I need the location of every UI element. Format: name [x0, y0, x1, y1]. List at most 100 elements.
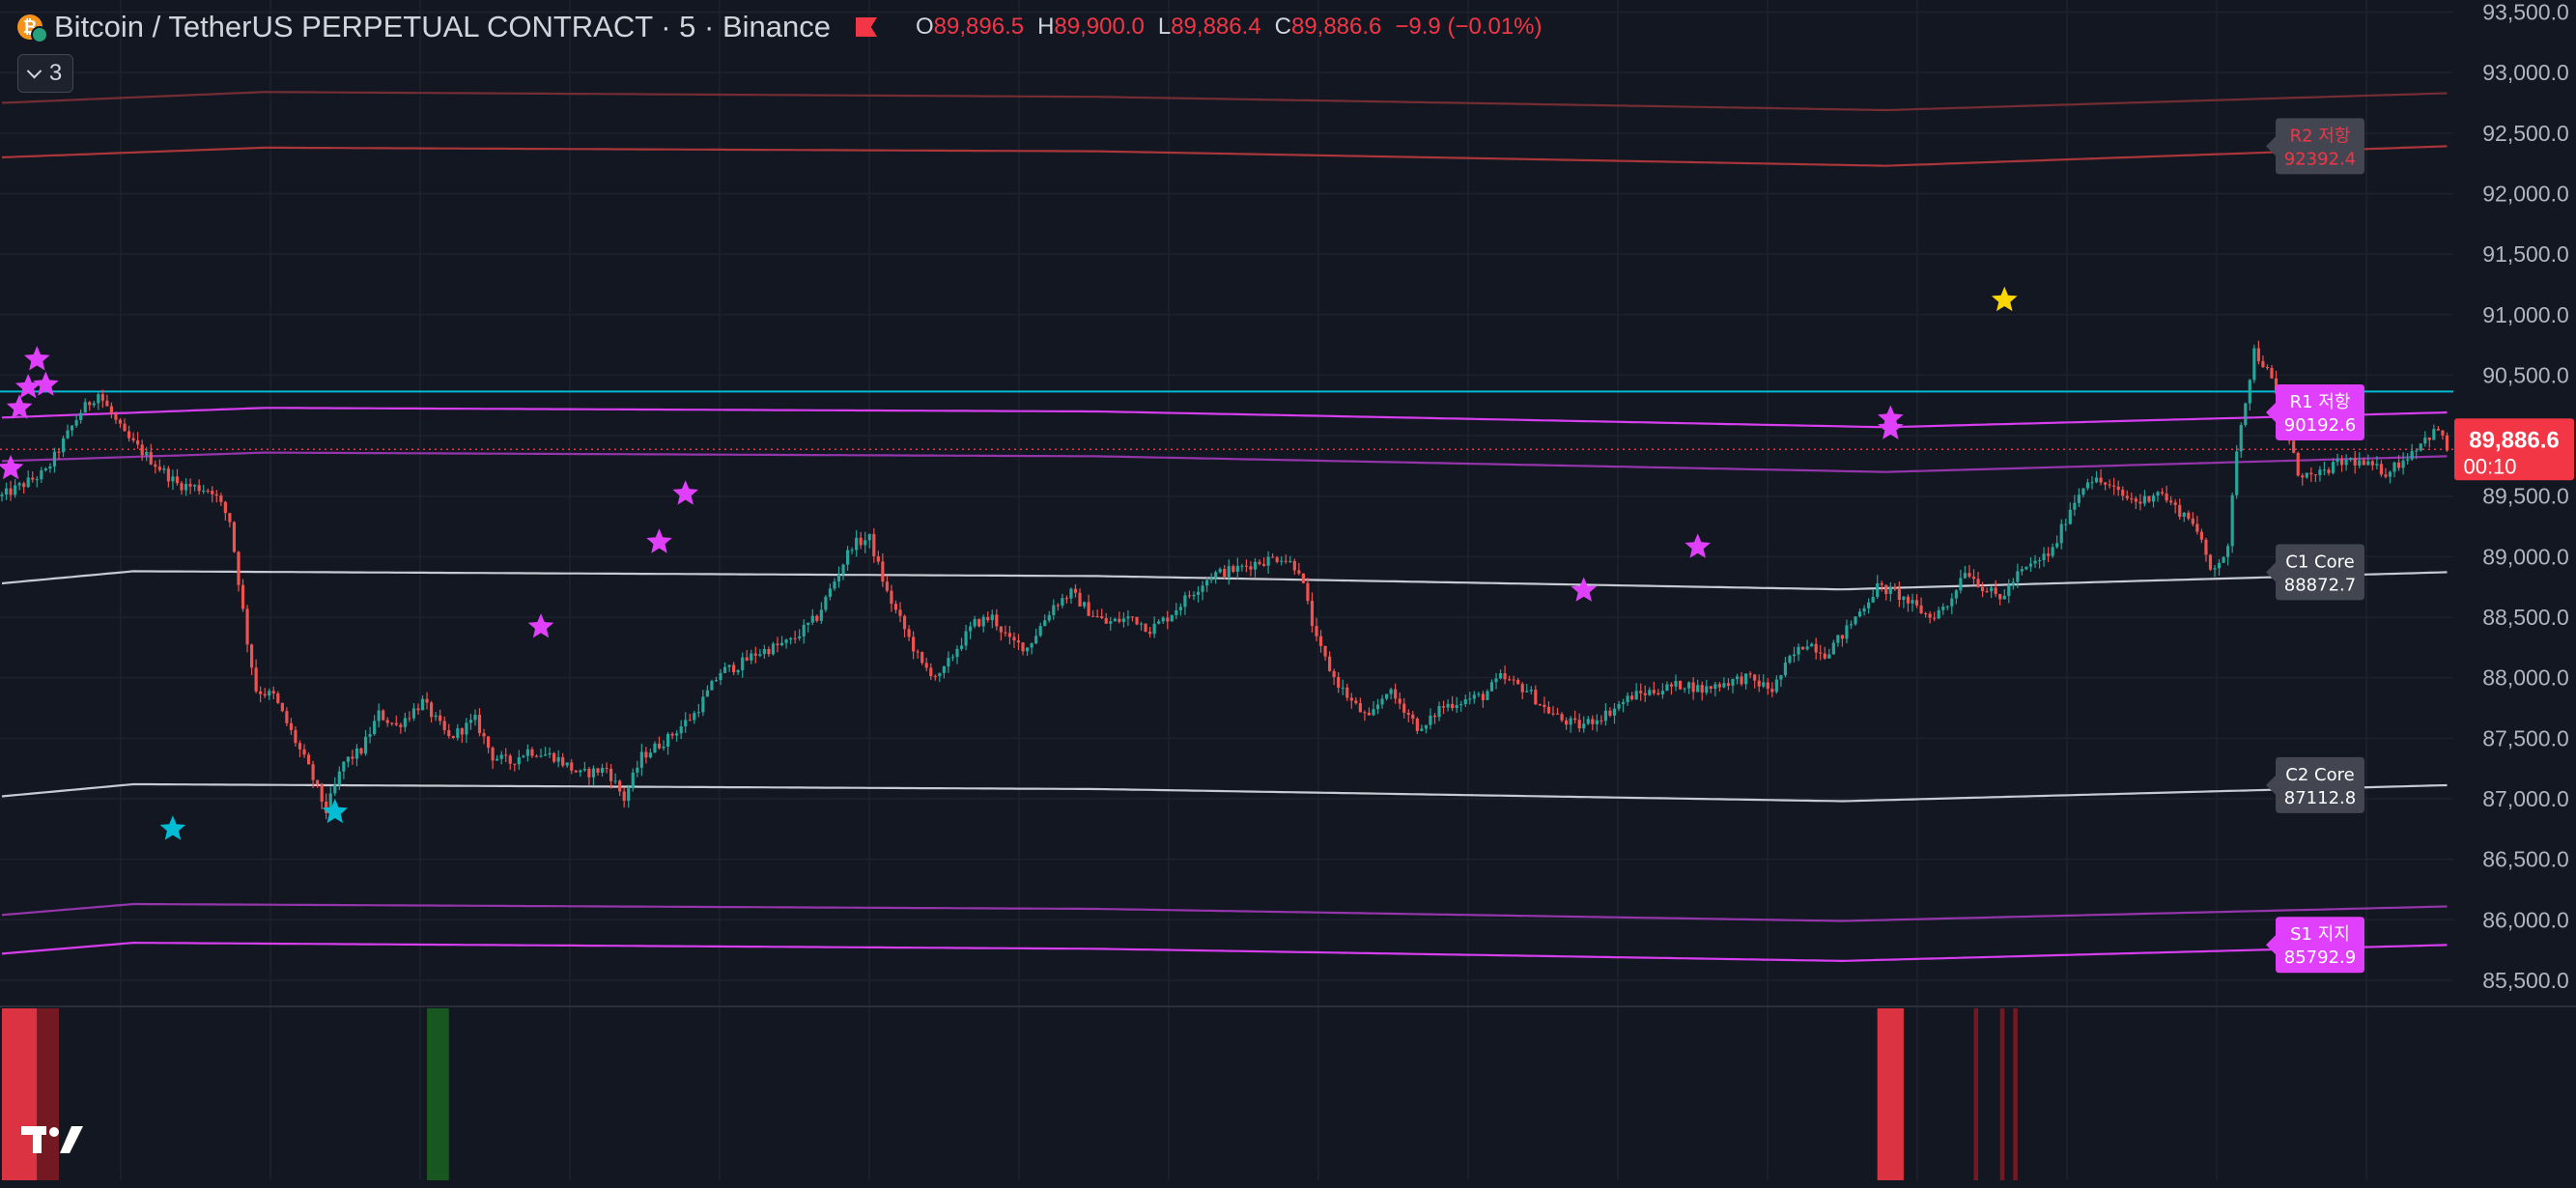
- candle-body: [420, 698, 425, 711]
- candle-body: [1980, 586, 1985, 592]
- candle-body: [2213, 568, 2217, 570]
- level-tag-box: [2266, 118, 2364, 175]
- candle-body: [328, 793, 332, 813]
- candle-body: [35, 479, 39, 481]
- candle-body: [2077, 495, 2081, 503]
- candle-body: [1792, 654, 1797, 657]
- candle-body: [824, 596, 828, 610]
- candle-body: [636, 767, 639, 773]
- price-axis-tick: 87,000.0: [2482, 786, 2569, 811]
- price-axis: 93,500.0 93,000.0 92,500.0 92,000.0 91,500.0…: [2454, 0, 2574, 993]
- candle-body: [1030, 643, 1033, 648]
- candle-body: [399, 724, 403, 727]
- signal-star: [322, 798, 349, 824]
- candle-body: [2296, 452, 2300, 476]
- candle-body: [1328, 656, 1332, 671]
- level-tag-value: 87112.8: [2284, 788, 2356, 808]
- bar-countdown: 00:10: [2463, 454, 2516, 478]
- candle-body: [268, 691, 271, 696]
- candle-body: [1004, 632, 1007, 634]
- price-axis-tick: 92,000.0: [2482, 181, 2569, 206]
- candle-body: [802, 625, 806, 636]
- candle-body: [929, 667, 933, 677]
- candle-body: [618, 780, 622, 792]
- candle-body: [732, 665, 736, 673]
- candle-body: [1354, 700, 1358, 704]
- candle-body: [2073, 502, 2077, 510]
- candle-body: [1950, 598, 1954, 607]
- candle-body: [495, 758, 499, 761]
- level-tag-label: C1 Core: [2285, 552, 2354, 572]
- indicator-count: 3: [48, 60, 63, 86]
- candles: [0, 340, 2449, 820]
- candle-body: [70, 425, 74, 431]
- candle-body: [513, 763, 517, 765]
- sub-panel: [2, 1008, 2018, 1180]
- candle-body: [1709, 686, 1713, 690]
- candle-body: [2116, 486, 2120, 491]
- candle-body: [1052, 605, 1056, 615]
- candle-body: [2217, 562, 2222, 569]
- candle-body: [100, 394, 104, 401]
- candle-body: [1240, 565, 1244, 567]
- candle-body: [504, 754, 508, 756]
- tradingview-logo[interactable]: [21, 1122, 85, 1157]
- candle-body: [74, 419, 78, 426]
- candle-body: [1078, 592, 1082, 607]
- candle-body: [653, 743, 657, 753]
- candle-body: [171, 476, 175, 482]
- candle-body: [1985, 591, 1989, 593]
- candle-body: [1687, 682, 1691, 689]
- candle-body: [2165, 493, 2168, 501]
- candle-body: [1429, 715, 1432, 725]
- candle-body: [22, 483, 26, 488]
- candle-body: [679, 726, 683, 734]
- candle-body: [1840, 635, 1844, 639]
- candle-body: [2191, 518, 2194, 524]
- candle-body: [2020, 569, 2024, 572]
- candle-body: [241, 584, 245, 609]
- candle-body: [1854, 616, 1857, 625]
- candle-body: [1494, 678, 1498, 683]
- candle-body: [57, 451, 61, 453]
- candle-body: [2156, 492, 2160, 496]
- level-tag-label: R2 저항: [2290, 126, 2351, 146]
- candle-body: [539, 755, 543, 757]
- candle-body: [1555, 713, 1560, 715]
- candle-body: [1862, 608, 1866, 612]
- close-value: 89,886.6: [1290, 14, 1382, 40]
- candle-body: [166, 468, 170, 482]
- candle-body: [1827, 654, 1831, 659]
- candle-body: [1472, 694, 1476, 699]
- candle-body: [1990, 587, 1994, 592]
- candle-body: [1560, 714, 1564, 721]
- indicators-toggle-button[interactable]: 3: [17, 54, 73, 93]
- candle-body: [2301, 475, 2305, 478]
- price-axis-tick: 88,500.0: [2482, 605, 2569, 630]
- candle-body: [1924, 612, 1928, 614]
- candle-body: [1608, 710, 1612, 716]
- candle-body: [1770, 689, 1774, 693]
- candle-body: [828, 588, 833, 597]
- candle-body: [2160, 492, 2165, 494]
- candle-body: [1766, 682, 1769, 690]
- candle-body: [907, 629, 911, 637]
- candle-body: [4, 488, 9, 495]
- candle-body: [2327, 469, 2331, 473]
- candle-body: [995, 614, 999, 627]
- candle-body: [2379, 464, 2384, 475]
- signal-stars: [0, 286, 2018, 840]
- candle-body: [2375, 464, 2379, 466]
- candle-body: [613, 780, 617, 782]
- symbol-title[interactable]: Bitcoin / TetherUS PERPETUAL CONTRACT · …: [54, 10, 831, 43]
- candle-body: [771, 643, 776, 655]
- candle-body: [1538, 704, 1542, 706]
- level-line: [1, 941, 2448, 963]
- candle-body: [127, 431, 131, 438]
- flag-icon[interactable]: [855, 17, 877, 37]
- candle-body: [447, 729, 451, 737]
- candle-body: [1967, 573, 1971, 578]
- candle-body: [2344, 459, 2348, 466]
- level-tag-value: 92392.4: [2284, 149, 2356, 169]
